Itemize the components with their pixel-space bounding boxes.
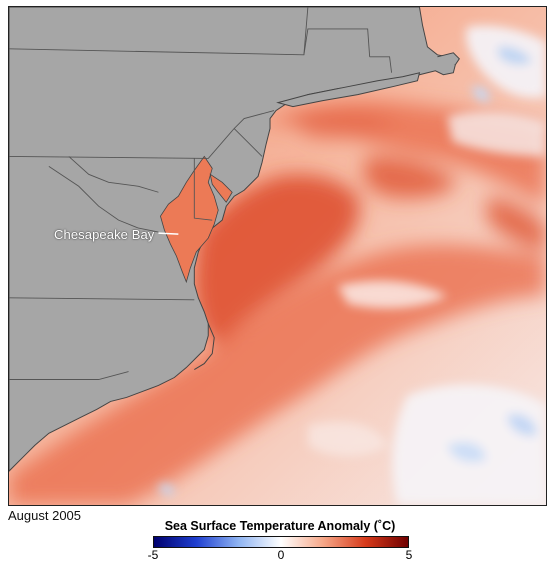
land-mass bbox=[9, 7, 456, 472]
date-label: August 2005 bbox=[8, 508, 82, 523]
sst-anomaly-map bbox=[8, 6, 547, 506]
legend-max-label: 5 bbox=[405, 548, 413, 562]
legend-mid-label: 0 bbox=[277, 548, 285, 562]
outer-banks bbox=[194, 323, 215, 370]
cape-cod bbox=[437, 52, 460, 66]
legend-title: Sea Surface Temperature Anomaly (˚C) bbox=[164, 519, 396, 533]
cool-anomaly-patches bbox=[158, 25, 546, 505]
long-island bbox=[276, 72, 421, 108]
warm-anomaly-band bbox=[9, 101, 546, 505]
map-svg bbox=[9, 7, 546, 505]
delaware-bay-water bbox=[209, 173, 233, 203]
label-pointer bbox=[158, 232, 179, 235]
chesapeake-bay-label: Chesapeake Bay bbox=[54, 227, 155, 242]
legend-colorbar bbox=[153, 536, 409, 548]
state-borders bbox=[9, 7, 393, 380]
chesapeake-bay-water bbox=[160, 155, 219, 284]
legend-min-label: -5 bbox=[147, 548, 159, 562]
